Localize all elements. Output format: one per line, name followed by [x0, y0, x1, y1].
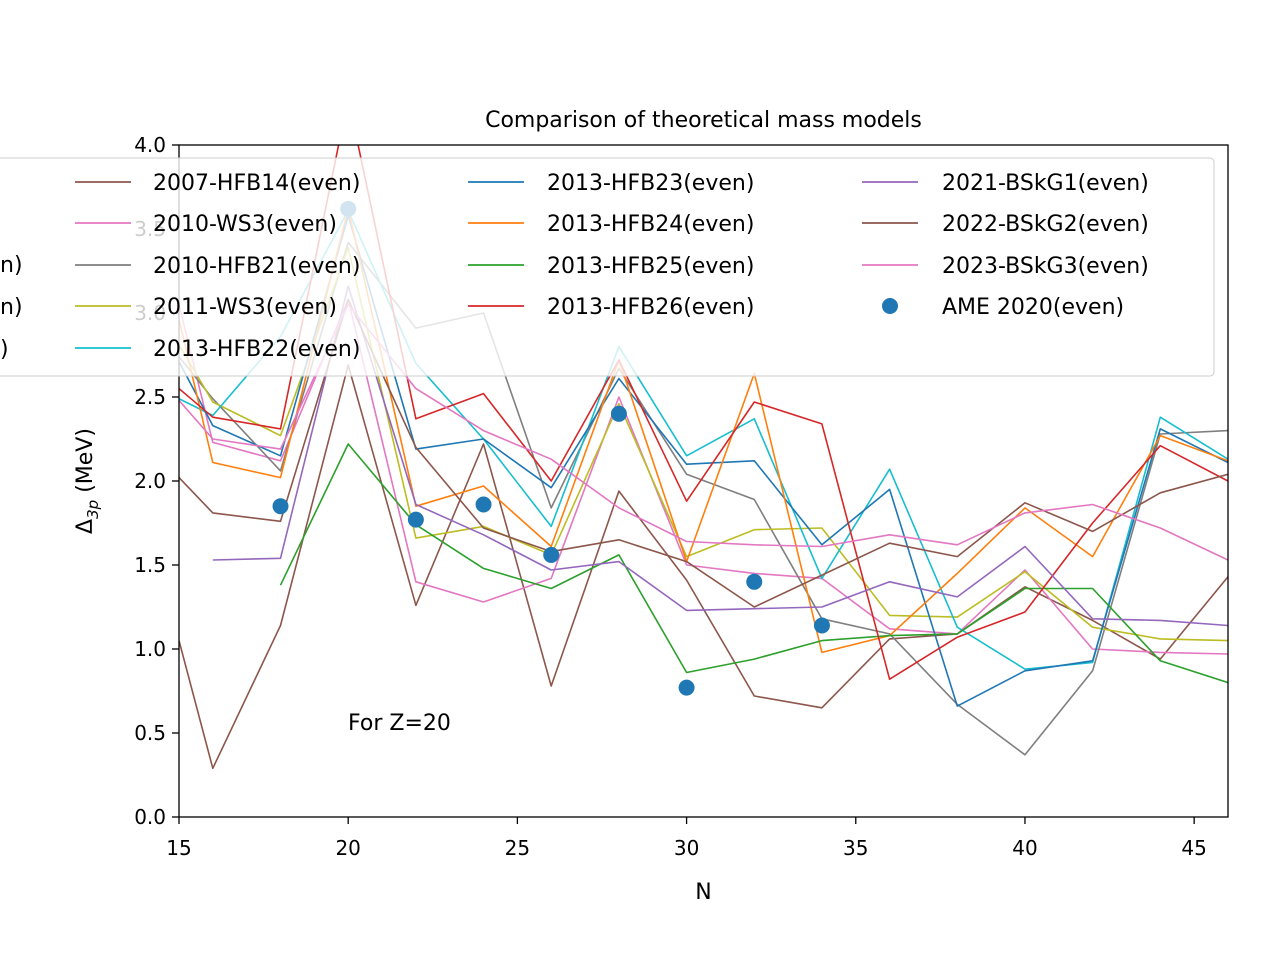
- legend-box: [0, 157, 1215, 377]
- y-axis-label-sub: 3p: [84, 500, 102, 519]
- legend-label: 2021-BSkG1(even): [942, 171, 1149, 196]
- legend-cutoff-label: n): [0, 253, 23, 278]
- legend-label: 2010-WS3(even): [153, 212, 337, 237]
- x-axis-label: N: [695, 880, 711, 905]
- y-tick-label: 0.5: [134, 721, 166, 745]
- y-axis-label-unit: (MeV): [73, 428, 98, 500]
- legend-label: 2007-HFB14(even): [153, 171, 360, 196]
- ame-data-point: [746, 573, 763, 590]
- series-line-2007-HFB14(even): [179, 364, 1228, 770]
- legend: n) n) ) 2007-HFB14(even)2010-WS3(even)20…: [0, 157, 1215, 377]
- legend-label: 2022-BSkG2(even): [942, 212, 1149, 237]
- legend-label: 2013-HFB22(even): [153, 337, 360, 362]
- ame-data-point: [813, 617, 830, 634]
- series-line-2013-HFB25(even): [279, 443, 1228, 684]
- x-axis: 15 20 25 30 35 40 45: [166, 817, 1207, 860]
- legend-label: 2013-HFB23(even): [547, 171, 754, 196]
- y-tick-label: 1.0: [134, 637, 166, 661]
- legend-label: 2010-HFB21(even): [153, 254, 360, 279]
- legend-cutoff-label: ): [0, 337, 9, 362]
- ame-data-point: [475, 496, 492, 513]
- x-tick-label: 35: [843, 836, 868, 860]
- y-tick-label: 1.5: [134, 553, 166, 577]
- x-tick-label: 40: [1012, 836, 1037, 860]
- ame-data-point: [543, 546, 560, 563]
- legend-label: 2013-HFB25(even): [547, 254, 754, 279]
- legend-label: 2013-HFB26(even): [547, 295, 754, 320]
- x-tick-label: 45: [1181, 836, 1206, 860]
- y-tick-label: 4.0: [134, 133, 166, 157]
- annotation-text: For Z=20: [348, 711, 451, 736]
- y-tick-label: 2.0: [134, 469, 166, 493]
- legend-label: 2023-BSkG3(even): [942, 254, 1149, 279]
- legend-cutoff-label: n): [0, 295, 23, 320]
- legend-dot-swatch: [882, 298, 898, 314]
- legend-label: AME 2020(even): [942, 295, 1124, 320]
- y-tick-label: 0.0: [134, 805, 166, 829]
- y-axis-label: Δ3p (MeV): [73, 428, 102, 534]
- ame-data-point: [407, 511, 424, 528]
- y-tick-label: 2.5: [134, 385, 166, 409]
- ame-data-point: [272, 498, 289, 515]
- chart-title: Comparison of theoretical mass models: [485, 108, 922, 133]
- x-tick-label: 20: [335, 836, 360, 860]
- x-tick-label: 15: [166, 836, 191, 860]
- series-line-2021-BSkG1(even): [212, 285, 1228, 627]
- x-tick-label: 25: [505, 836, 530, 860]
- legend-label: 2011-WS3(even): [153, 295, 337, 320]
- x-tick-label: 30: [674, 836, 699, 860]
- y-axis-label-main: Δ: [73, 519, 98, 534]
- legend-label: 2013-HFB24(even): [547, 212, 754, 237]
- ame-data-point: [610, 405, 627, 422]
- ame-data-point: [678, 679, 695, 696]
- legend-items: 2007-HFB14(even) 2010-WS3(even) 2010-HFB21…: [75, 171, 1149, 362]
